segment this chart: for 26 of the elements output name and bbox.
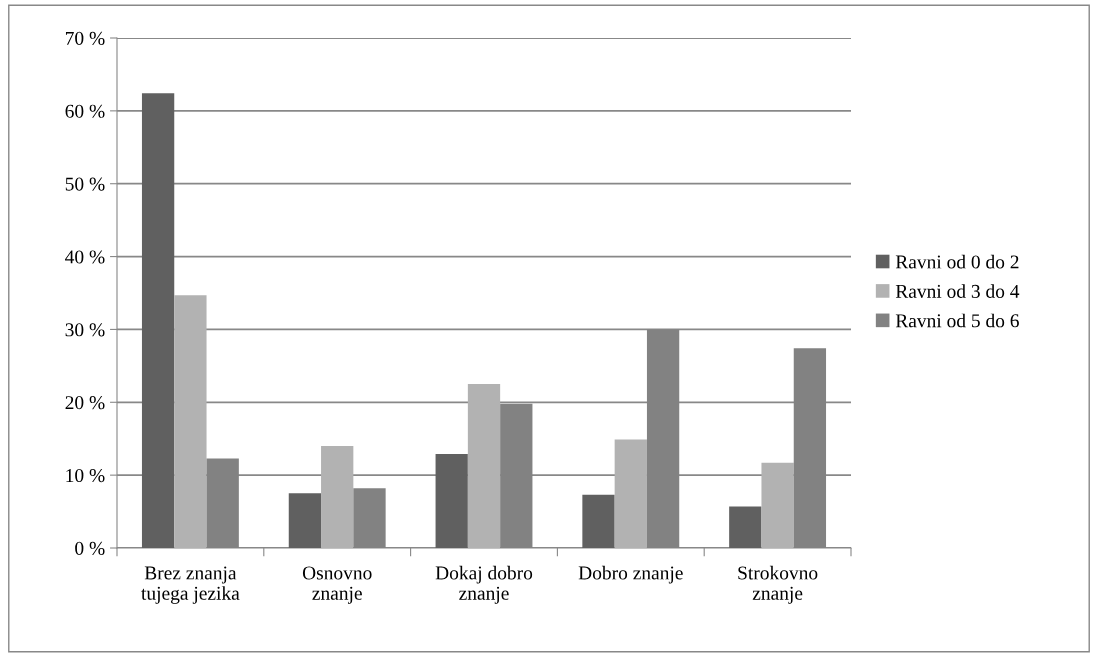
bar [321, 446, 354, 548]
bar [614, 439, 647, 548]
y-tick-label: 40 % [65, 250, 105, 264]
y-tick-label: 50 % [65, 177, 105, 191]
bar [435, 454, 468, 548]
x-tick-label: Brez znanja tujega jezika [141, 566, 240, 604]
legend-label: Ravni od 0 do 2 [895, 254, 1019, 269]
y-tick-label: 30 % [65, 323, 105, 337]
y-tick-label: 60 % [65, 104, 105, 118]
bar [288, 493, 322, 548]
y-tick-label: 20 % [65, 396, 105, 410]
x-tick-label: Strokovno znanje [738, 565, 818, 604]
y-tick-label: 0 % [75, 541, 105, 555]
x-tick-label: Osnovno znanje [302, 566, 372, 604]
legend-label: Ravni od 5 do 6 [895, 313, 1019, 328]
bar [141, 93, 175, 548]
bar [729, 506, 762, 548]
x-tick-label: Dobro znanje [578, 565, 683, 584]
y-tick-label: 10 % [66, 468, 105, 483]
legend-label: Ravni od 3 do 4 [895, 284, 1020, 298]
bar [174, 295, 207, 548]
bar [467, 384, 501, 548]
x-tick-label: Dokaj dobro znanje [435, 565, 533, 604]
bar [761, 462, 794, 548]
bar [582, 494, 615, 548]
y-tick-label: 70 % [65, 31, 105, 45]
